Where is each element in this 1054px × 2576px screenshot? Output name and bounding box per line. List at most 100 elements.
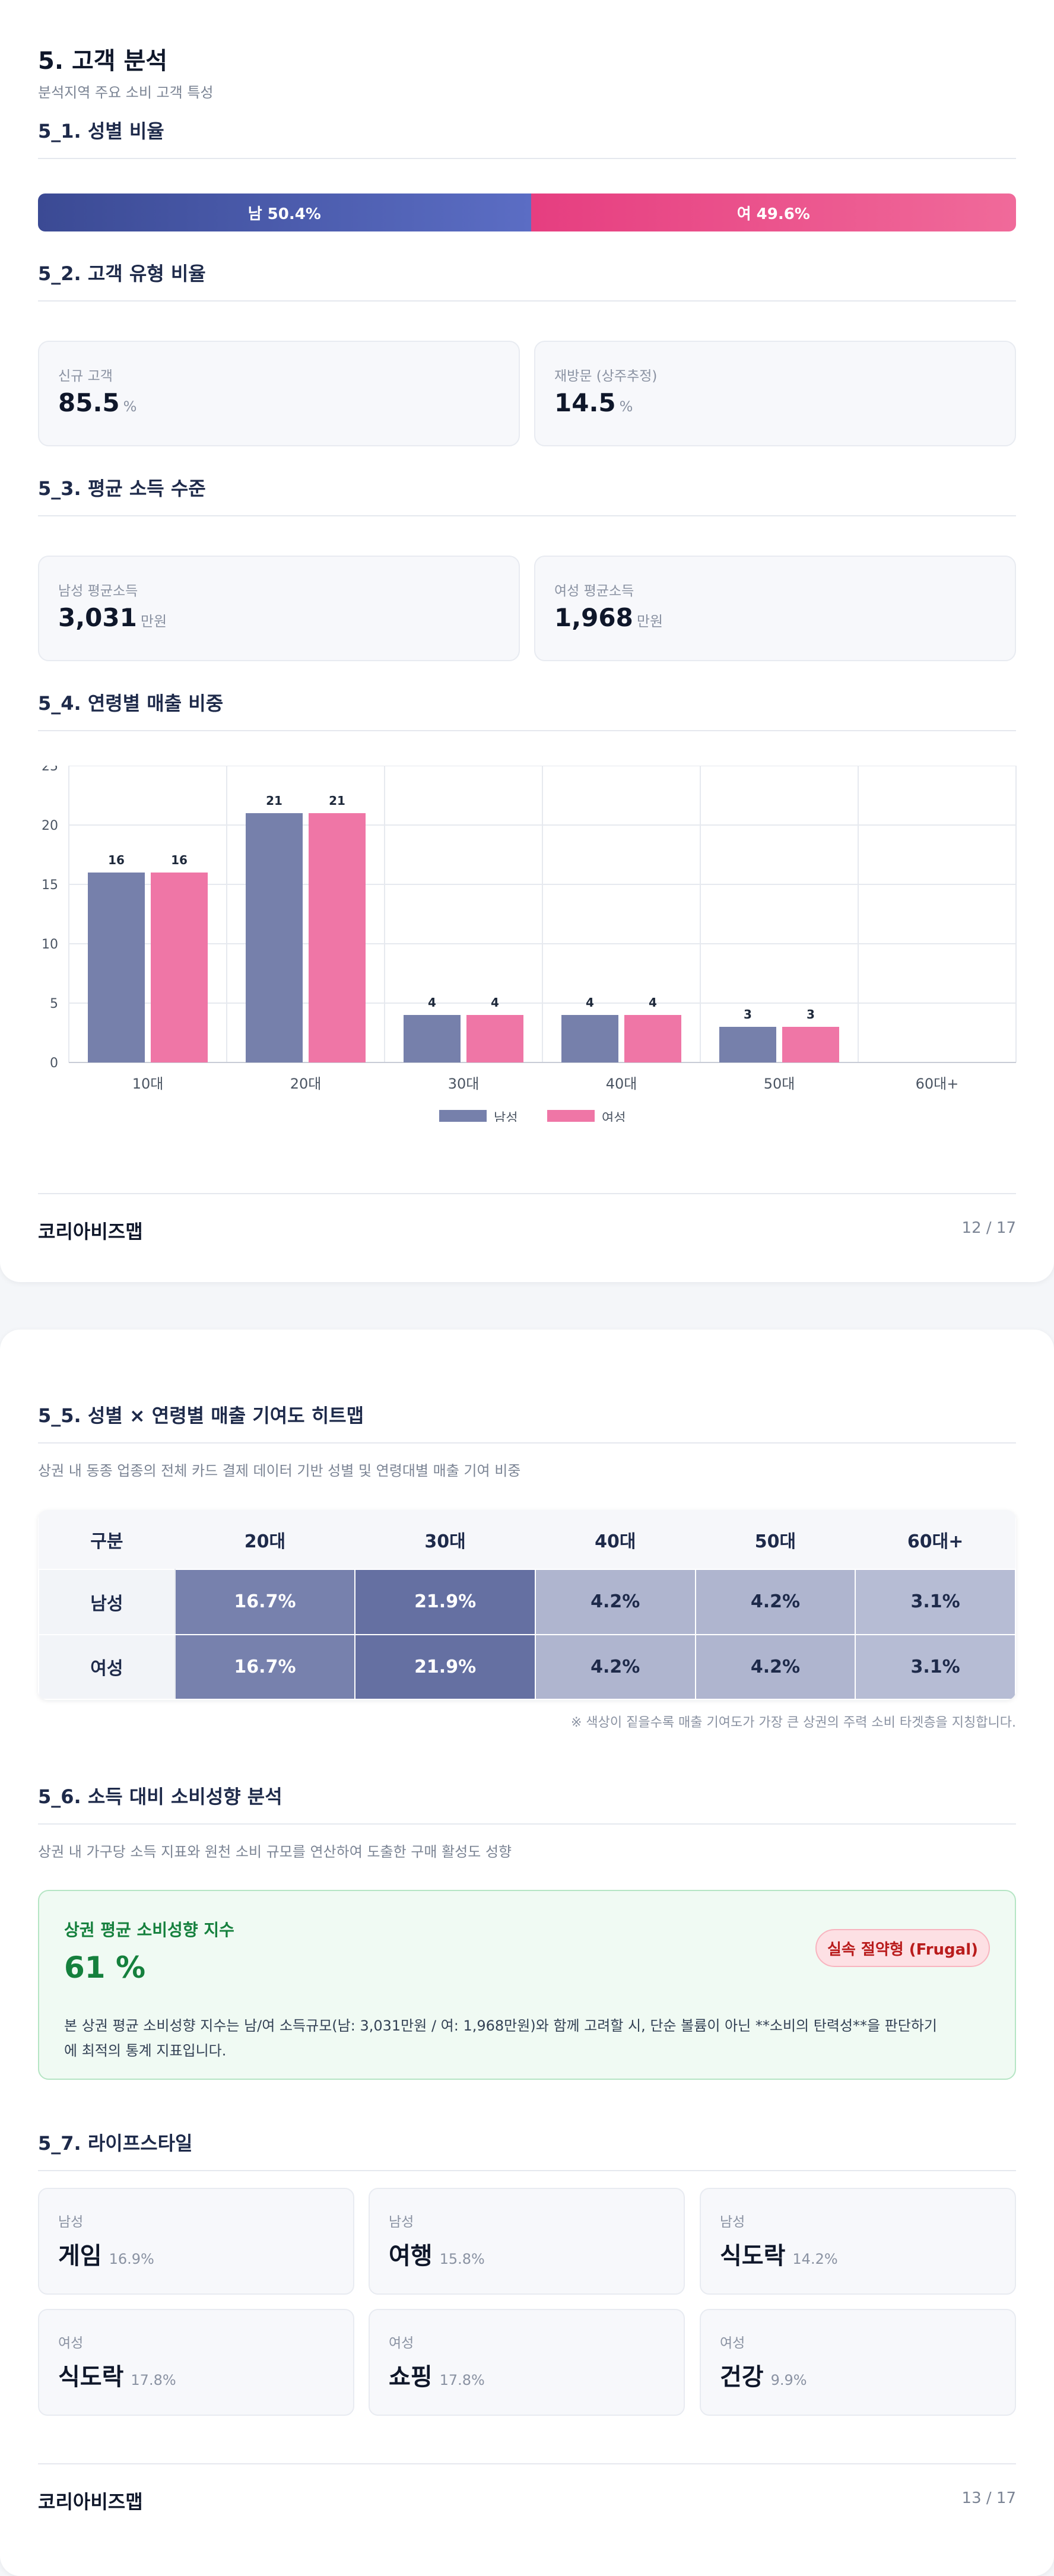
heatmap-row-female: 여성 16.7% 21.9% 4.2% 4.2% 3.1% — [38, 1633, 1016, 1700]
heatmap-cell: 21.9% — [354, 1633, 536, 1700]
category-percent: 15.8% — [439, 2251, 485, 2267]
lifestyle-category: 건강 9.9% — [720, 2358, 807, 2392]
bar-male — [561, 1015, 618, 1062]
data-label: 21 — [329, 794, 345, 808]
data-label: 4 — [649, 995, 657, 1010]
lifestyle-gender: 남성 — [58, 2215, 84, 2230]
page-title-text: 5. 고객 분석 — [38, 47, 168, 75]
data-label: 3 — [744, 1007, 752, 1021]
page-footer: 코리아비즈맵 13 / 17 — [38, 2463, 1016, 2513]
category-percent: 14.2% — [792, 2251, 838, 2267]
male-segment: 남 50.4% — [38, 193, 531, 231]
male-income-card: 남성 평균소득 3,031 만원 — [38, 556, 520, 661]
value-unit: % — [123, 398, 137, 415]
value-unit: 만원 — [140, 613, 167, 630]
lifestyle-category: 여행 15.8% — [389, 2236, 485, 2271]
section-title-lifestyle: 5_7. 라이프스타일 — [38, 2128, 1016, 2171]
category-percent: 17.8% — [131, 2372, 176, 2388]
category-name: 쇼핑 — [389, 2364, 433, 2391]
legend-label: 남성 — [494, 1111, 518, 1122]
female-segment: 여 49.6% — [531, 193, 1016, 231]
bar-female — [624, 1015, 681, 1062]
value-unit: % — [619, 398, 633, 415]
data-label: 21 — [266, 794, 282, 808]
lifestyle-gender: 여성 — [58, 2336, 84, 2351]
lifestyle-category: 쇼핑 17.8% — [389, 2358, 485, 2392]
category-percent: 16.9% — [109, 2251, 154, 2267]
legend-swatch-female — [547, 1110, 595, 1122]
legend-swatch-male — [439, 1110, 487, 1122]
card-value: 14.5% — [554, 388, 633, 417]
header-cell: 50대 — [695, 1510, 856, 1569]
heatmap-description: 상권 내 동종 업종의 전체 카드 결제 데이터 기반 성별 및 연령대별 매출… — [38, 1463, 521, 1479]
x-tick-label: 10대 — [132, 1076, 164, 1092]
section-title-income: 5_3. 평균 소득 수준 — [38, 474, 1016, 516]
category-name: 식도락 — [720, 2242, 786, 2270]
card-value: 1,968 만원 — [554, 603, 663, 632]
value-number: 1,968 — [554, 603, 633, 632]
heatmap-cell: 4.2% — [694, 1633, 856, 1700]
bar-male — [404, 1015, 461, 1062]
bar-female — [466, 1015, 523, 1062]
card-label: 여성 평균소득 — [554, 583, 634, 599]
age-sales-bar-chart: 0 5 10 15 20 25 16 16 10대 21 21 20대 4 4 30대 4 4 40대 3 3 50대 6… — [42, 766, 1017, 1122]
heatmap-cell: 4.2% — [534, 1569, 696, 1635]
new-customer-card: 신규 고객 85.5% — [38, 341, 520, 446]
footer-brand: 코리아비즈맵 — [38, 2491, 143, 2513]
x-tick-label: 60대+ — [916, 1076, 959, 1092]
y-tick-label: 10 — [42, 937, 58, 952]
y-tick-label: 0 — [50, 1056, 58, 1071]
gender-age-heatmap: 구분 20대 30대 40대 50대 60대+ 남성 16.7% 21.9% 4… — [38, 1510, 1016, 1700]
header-cell: 구분 — [39, 1510, 175, 1569]
heatmap-note: ※ 색상이 짙을수록 매출 기여도가 가장 큰 상권의 주력 소비 타겟층을 지… — [570, 1715, 1016, 1730]
card-value: 3,031 만원 — [58, 603, 167, 632]
category-name: 건강 — [720, 2364, 764, 2391]
heatmap-row-male: 남성 16.7% 21.9% 4.2% 4.2% 3.1% — [38, 1569, 1016, 1635]
lifestyle-card: 여성 쇼핑 17.8% — [369, 2309, 685, 2416]
data-label: 3 — [807, 1007, 815, 1021]
lifestyle-gender: 여성 — [720, 2336, 745, 2351]
bar-female — [151, 873, 208, 1062]
category-name: 식도락 — [58, 2364, 124, 2391]
x-tick-label: 20대 — [290, 1076, 322, 1092]
report-page-13: 5_5. 성별 × 연령별 매출 기여도 히트맵 상권 내 동종 업종의 전체 … — [0, 1330, 1054, 2576]
row-label: 여성 — [38, 1633, 176, 1700]
section-title-gender: 5_1. 성별 비율 — [38, 116, 1016, 159]
propensity-type-badge: 실속 절약형 (Frugal) — [815, 1929, 990, 1967]
propensity-text: 본 상권 평균 소비성향 지수는 남/여 소득규모(남: 3,031만원 / 여… — [64, 2013, 990, 2063]
female-income-card: 여성 평균소득 1,968 만원 — [534, 556, 1016, 661]
lifestyle-card: 여성 식도락 17.8% — [38, 2309, 354, 2416]
header-cell: 30대 — [355, 1510, 535, 1569]
card-value: 85.5% — [58, 388, 136, 417]
propensity-text-line: 에 최적의 통계 지표입니다. — [64, 2042, 227, 2059]
legend-label: 여성 — [602, 1111, 626, 1122]
lifestyle-category: 게임 16.9% — [58, 2236, 154, 2271]
bar-male — [719, 1027, 776, 1062]
x-tick-label: 50대 — [764, 1076, 795, 1092]
heatmap-cell: 3.1% — [855, 1569, 1016, 1635]
page-footer: 코리아비즈맵 12 / 17 — [38, 1193, 1016, 1243]
footer-brand: 코리아비즈맵 — [38, 1220, 143, 1243]
returning-customer-card: 재방문 (상주추정) 14.5% — [534, 341, 1016, 446]
value-unit: 만원 — [636, 613, 663, 630]
card-label: 재방문 (상주추정) — [554, 369, 658, 384]
report-page-12: 5. 고객 분석 분석지역 주요 소비 고객 특성 5_1. 성별 비율 남 5… — [0, 0, 1054, 1282]
propensity-box-title: 상권 평균 소비성향 지수 — [64, 1920, 234, 1940]
heatmap-cell: 21.9% — [354, 1569, 536, 1635]
lifestyle-card: 여성 건강 9.9% — [700, 2309, 1016, 2416]
page-subtitle: 분석지역 주요 소비 고객 특성 — [38, 84, 214, 101]
section-title-heatmap: 5_5. 성별 × 연령별 매출 기여도 히트맵 — [38, 1401, 1016, 1444]
category-name: 게임 — [58, 2242, 102, 2270]
header-cell: 60대+ — [855, 1510, 1015, 1569]
bar-female — [782, 1027, 839, 1062]
page-number: 13 / 17 — [961, 2489, 1016, 2507]
heatmap-cell: 4.2% — [534, 1633, 696, 1700]
x-tick-label: 40대 — [606, 1076, 637, 1092]
data-label: 16 — [108, 853, 125, 867]
data-label: 16 — [171, 853, 188, 867]
heatmap-table: 구분 20대 30대 40대 50대 60대+ 남성 16.7% 21.9% 4… — [38, 1510, 1016, 1700]
heatmap-cell: 3.1% — [855, 1633, 1016, 1700]
heatmap-cell: 16.7% — [174, 1569, 356, 1635]
propensity-description: 상권 내 가구당 소득 지표와 원천 소비 규모를 연산하여 도출한 구매 활성… — [38, 1844, 512, 1860]
x-tick-label: 30대 — [448, 1076, 480, 1092]
